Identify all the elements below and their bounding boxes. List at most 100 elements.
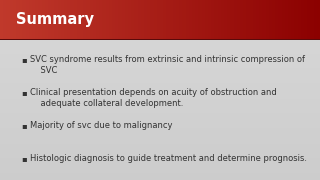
Bar — [0, 76, 320, 77]
Text: Clinical presentation depends on acuity of obstruction and
    adequate collater: Clinical presentation depends on acuity … — [30, 88, 277, 108]
Bar — [0, 162, 320, 164]
Bar — [214, 0, 218, 39]
Bar — [0, 135, 320, 137]
Bar — [58, 0, 61, 39]
Text: Histologic diagnosis to guide treatment and determine prognosis.: Histologic diagnosis to guide treatment … — [30, 154, 308, 163]
Bar — [96, 0, 99, 39]
Bar — [0, 27, 320, 29]
Bar — [173, 0, 176, 39]
Bar — [221, 0, 224, 39]
Bar — [285, 0, 288, 39]
Bar — [0, 173, 320, 175]
Bar — [26, 0, 29, 39]
Bar — [314, 0, 317, 39]
Bar — [0, 22, 320, 23]
Bar — [0, 167, 320, 169]
Bar — [0, 79, 320, 81]
Bar — [253, 0, 256, 39]
Bar — [0, 45, 320, 47]
Text: ▪: ▪ — [21, 88, 27, 97]
Bar — [0, 151, 320, 153]
Bar — [205, 0, 208, 39]
Text: ▪: ▪ — [21, 55, 27, 64]
Bar — [48, 0, 51, 39]
Bar — [125, 0, 128, 39]
Bar — [0, 148, 320, 149]
Bar — [272, 0, 275, 39]
Bar — [0, 20, 320, 22]
Bar — [0, 119, 320, 121]
Bar — [0, 65, 320, 67]
Bar — [179, 0, 182, 39]
Bar — [13, 0, 16, 39]
Bar — [195, 0, 198, 39]
Bar — [0, 144, 320, 146]
Bar — [99, 0, 102, 39]
Bar — [42, 0, 45, 39]
Bar — [0, 157, 320, 158]
Bar — [307, 0, 310, 39]
Bar — [0, 18, 320, 20]
Bar — [240, 0, 243, 39]
Bar — [0, 149, 320, 151]
Bar — [0, 59, 320, 61]
Bar — [0, 86, 320, 88]
Bar — [163, 0, 166, 39]
Bar — [0, 61, 320, 63]
Bar — [208, 0, 211, 39]
Bar — [288, 0, 291, 39]
Bar — [0, 40, 320, 41]
Bar — [0, 25, 320, 27]
Text: ▪: ▪ — [21, 121, 27, 130]
Bar — [86, 0, 90, 39]
Bar — [0, 126, 320, 128]
Bar — [118, 0, 122, 39]
Bar — [0, 97, 320, 99]
Bar — [0, 128, 320, 130]
Bar — [0, 140, 320, 142]
Bar — [0, 92, 320, 94]
Bar — [256, 0, 259, 39]
Bar — [0, 32, 320, 34]
Bar — [93, 0, 96, 39]
Bar — [211, 0, 214, 39]
Bar — [234, 0, 237, 39]
Bar — [0, 95, 320, 97]
Bar — [0, 121, 320, 122]
Bar — [0, 166, 320, 167]
Bar — [0, 41, 320, 43]
Bar — [90, 0, 93, 39]
Bar — [128, 0, 131, 39]
Bar — [0, 90, 320, 92]
Bar — [0, 115, 320, 117]
Bar — [230, 0, 234, 39]
Bar — [0, 77, 320, 79]
Bar — [298, 0, 301, 39]
Bar — [45, 0, 48, 39]
Bar — [154, 0, 157, 39]
Bar — [147, 0, 150, 39]
Bar — [227, 0, 230, 39]
Bar — [291, 0, 294, 39]
Bar — [0, 85, 320, 86]
Bar — [16, 0, 19, 39]
Bar — [80, 0, 83, 39]
Bar — [3, 0, 6, 39]
Bar — [269, 0, 272, 39]
Bar — [0, 81, 320, 83]
Bar — [0, 23, 320, 25]
Bar — [0, 124, 320, 126]
Bar — [138, 0, 141, 39]
Bar — [160, 0, 163, 39]
Bar — [141, 0, 144, 39]
Bar — [0, 131, 320, 133]
Bar — [0, 178, 320, 180]
Bar — [0, 31, 320, 32]
Bar — [64, 0, 67, 39]
Bar — [0, 169, 320, 171]
Bar — [310, 0, 314, 39]
Bar — [106, 0, 109, 39]
Bar — [170, 0, 173, 39]
Bar — [0, 7, 320, 9]
Bar — [0, 158, 320, 160]
